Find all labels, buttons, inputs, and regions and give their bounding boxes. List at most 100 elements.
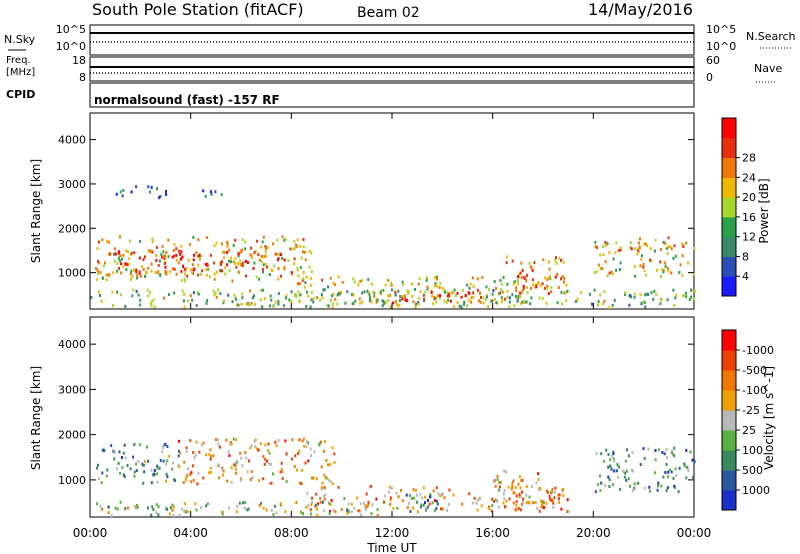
power-cell [288, 298, 291, 302]
power-cell [476, 277, 479, 281]
power-cell [307, 294, 310, 298]
power-cell [183, 277, 186, 281]
power-cell [655, 292, 658, 296]
power-cell [666, 298, 669, 302]
power-cell [118, 250, 121, 254]
velocity-cell [367, 503, 370, 507]
power-cell [193, 253, 195, 257]
power-cell [593, 288, 596, 292]
velocity-cell [153, 469, 156, 472]
velocity-colorbar-swatch [722, 370, 736, 391]
power-cell [508, 296, 511, 300]
velocity-cell [334, 510, 337, 514]
power-cell [139, 298, 142, 302]
power-cell [516, 299, 519, 303]
velocity-cell [166, 475, 169, 479]
power-cell [480, 295, 482, 299]
velocity-cell [548, 494, 551, 498]
power-colorbar-label: Power [dB] [757, 178, 771, 243]
velocity-cell [171, 503, 174, 507]
velocity-cell [262, 506, 265, 510]
power-cell [148, 290, 151, 294]
velocity-cell [605, 448, 608, 452]
power-cell [299, 245, 302, 248]
nsky-label: N.Sky [4, 33, 36, 46]
power-cell [332, 292, 335, 296]
velocity-cell [214, 438, 217, 442]
power-cell [268, 273, 271, 276]
power-cell [448, 294, 451, 298]
power-cell [295, 295, 298, 298]
power-cell [233, 293, 236, 297]
power-cell [276, 252, 279, 256]
velocity-cell [654, 449, 657, 452]
velocity-cell [222, 473, 225, 477]
velocity-cell [97, 463, 99, 467]
velocity-cell [441, 507, 444, 511]
power-cell [281, 257, 284, 260]
power-cell [139, 239, 142, 243]
velocity-cell [415, 489, 417, 492]
velocity-cell [607, 453, 610, 457]
power-cell [653, 289, 656, 293]
power-cell [310, 270, 313, 274]
velocity-cell [433, 509, 436, 513]
velocity-cell [518, 495, 521, 499]
power-cell [119, 293, 122, 297]
power-cell [643, 300, 646, 304]
x-tick-label: 20:00 [576, 526, 611, 540]
power-cell [555, 261, 558, 265]
velocity-cell [135, 469, 138, 473]
velocity-cell [422, 486, 425, 490]
power-cell [353, 280, 356, 284]
velocity-cell [498, 485, 501, 489]
power-cell [299, 293, 302, 296]
power-cell [183, 305, 186, 309]
velocity-cell [193, 456, 196, 460]
power-cell [640, 257, 643, 261]
velocity-cell [596, 482, 599, 486]
power-cell [160, 253, 163, 257]
velocity-cell [113, 457, 116, 461]
power-cell [226, 242, 229, 246]
power-cell [520, 276, 523, 280]
power-cell [204, 194, 207, 198]
velocity-cell [244, 500, 247, 504]
power-cell [464, 294, 467, 297]
velocity-cell [230, 442, 233, 446]
power-cell [230, 260, 232, 264]
power-cell [560, 277, 562, 281]
velocity-cell [243, 506, 246, 510]
power-cell [392, 301, 395, 305]
velocity-cell [132, 455, 135, 459]
power-cell [662, 240, 665, 244]
velocity-cell [272, 472, 274, 476]
power-cell [506, 289, 509, 293]
power-cell [147, 294, 150, 298]
power-cell [667, 269, 670, 273]
velocity-cell [245, 456, 248, 460]
velocity-cell [285, 479, 288, 483]
velocity-cell [604, 484, 607, 488]
velocity-cell [610, 467, 613, 471]
power-cell [297, 290, 300, 294]
power-cell [223, 299, 225, 303]
velocity-heatmap [96, 437, 696, 518]
velocity-cell [439, 494, 442, 498]
power-cell [446, 294, 449, 298]
power-cell [501, 297, 504, 301]
velocity-cell [318, 442, 321, 446]
power-cell [180, 251, 183, 255]
power-cell [309, 305, 312, 309]
power-cell [129, 253, 132, 256]
velocity-cell [434, 499, 436, 503]
power-cell [163, 296, 166, 300]
power-cell [95, 267, 98, 270]
power-cell [319, 298, 322, 302]
power-cell [209, 275, 211, 279]
velocity-cell [305, 445, 308, 449]
power-cell [513, 304, 516, 308]
power-cell [277, 277, 280, 281]
power-cell [608, 306, 611, 309]
power-cell [130, 269, 133, 273]
